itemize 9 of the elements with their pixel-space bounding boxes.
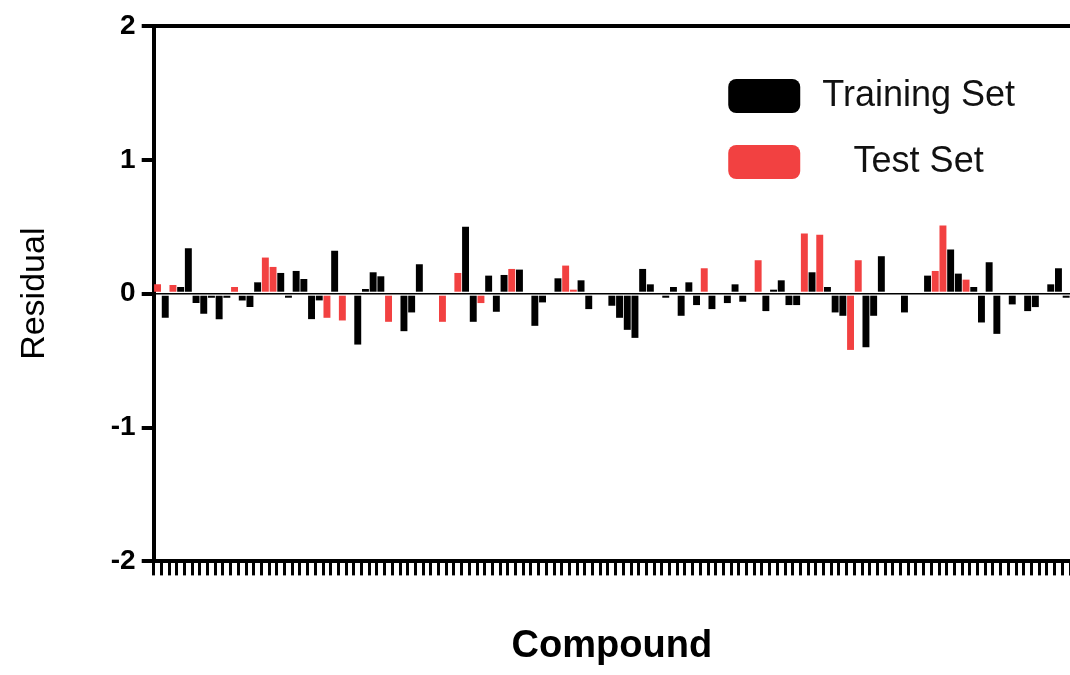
x-axis-title: Compound [511,622,713,665]
y-axis-title: Residual [12,227,51,360]
y-tick-label: -2 [110,544,136,576]
legend-label: Training Set [822,72,1015,114]
y-tick-label: 1 [120,142,136,174]
y-tick-label: -1 [110,410,136,442]
y-tick-label: 2 [120,8,136,40]
y-tick-label: 0 [120,276,136,308]
legend-label: Test Set [853,138,984,180]
